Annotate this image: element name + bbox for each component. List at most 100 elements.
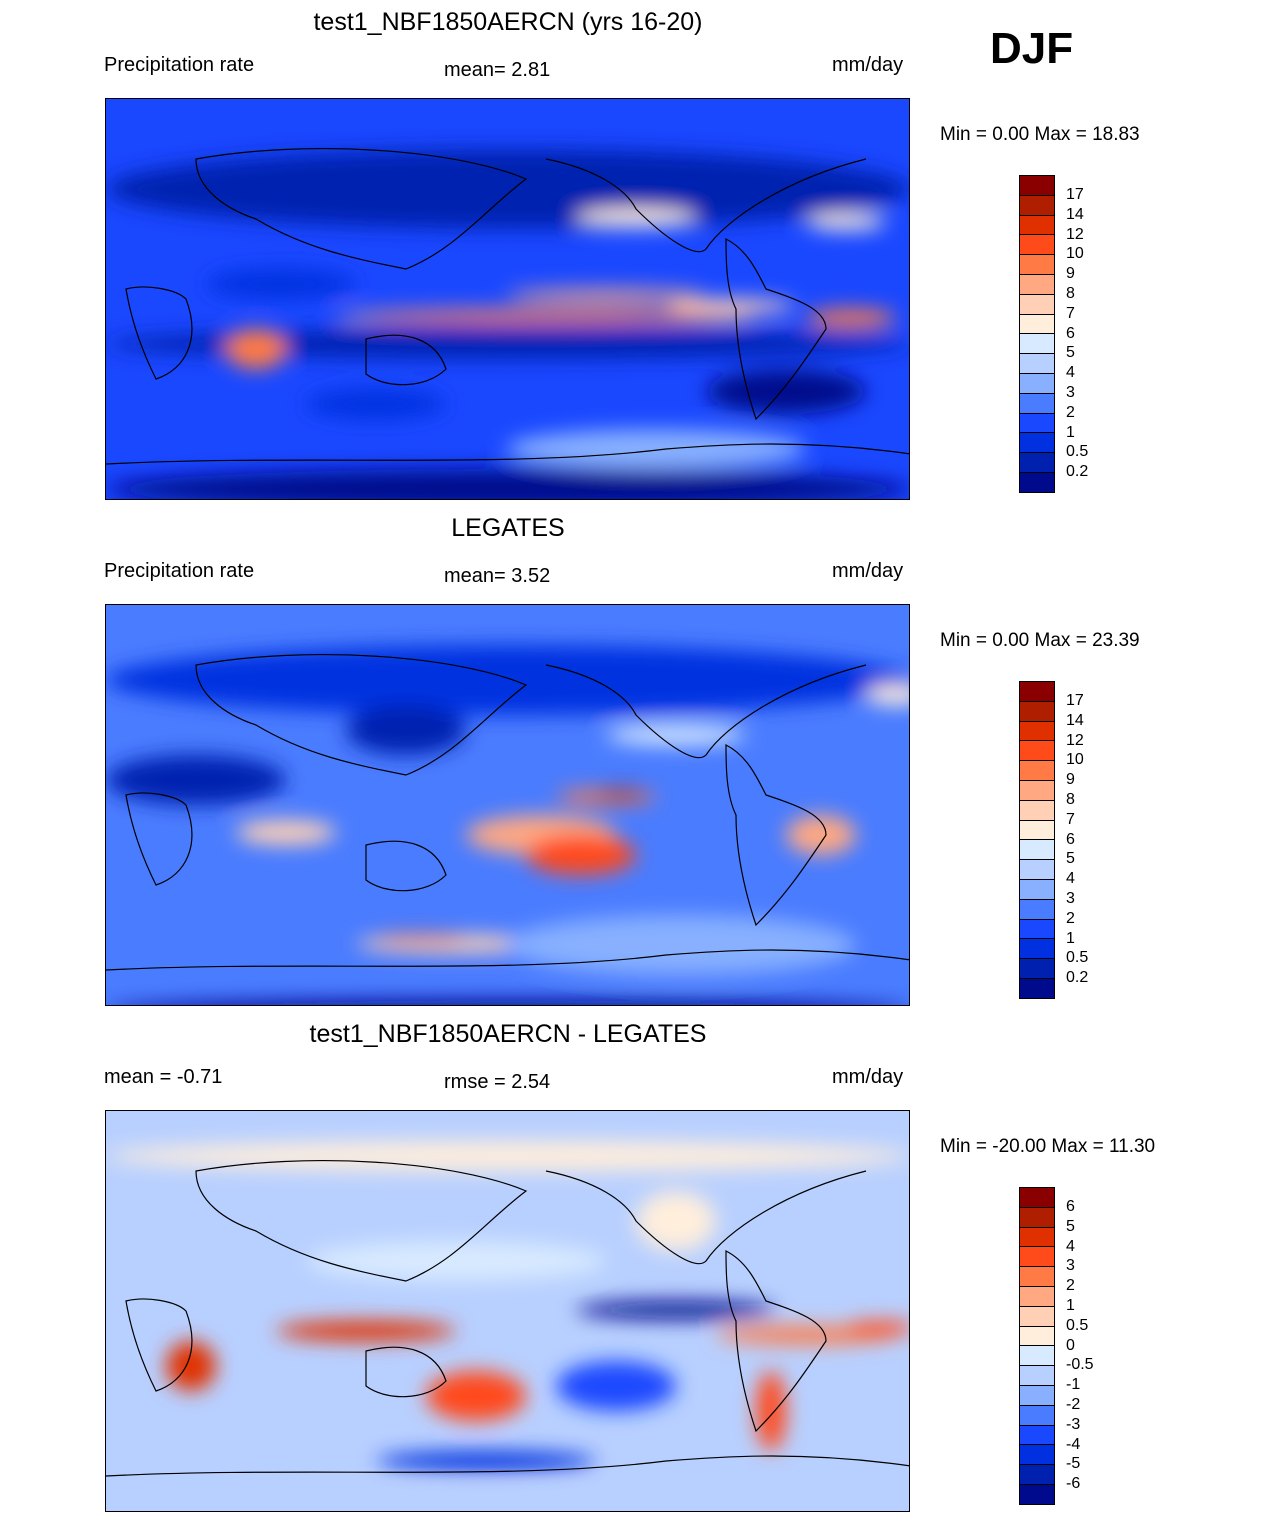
contour-region (106, 149, 909, 229)
colorbar-tick-label: 3 (1066, 889, 1075, 907)
colorbar (1019, 1187, 1055, 1505)
colorbar-tick-label: 1 (1066, 929, 1075, 947)
contour-region (606, 725, 746, 745)
contour-region (636, 1191, 716, 1251)
contour-region (576, 1301, 776, 1319)
colorbar-swatch (1020, 195, 1054, 216)
colorbar-tick-label: 3 (1066, 383, 1075, 401)
panel-center-label: rmse = 2.54 (444, 1071, 551, 1093)
colorbar-tick-label: -0.5 (1066, 1356, 1094, 1374)
colorbar-swatch (1020, 373, 1054, 394)
contour-region (206, 269, 356, 299)
colorbar-tick-label: 17 (1066, 186, 1084, 203)
colorbar-tick-label: 17 (1066, 692, 1084, 709)
colorbar-swatch (1020, 800, 1054, 821)
panel-center-label: mean= 2.81 (444, 59, 551, 81)
colorbar-tick-label: 7 (1066, 304, 1075, 322)
contour-region (786, 815, 856, 855)
colorbar-swatch (1020, 780, 1054, 801)
colorbar-tick-label: 8 (1066, 284, 1075, 302)
colorbar-tick-label: 5 (1066, 344, 1075, 362)
colorbar-tick-label: 7 (1066, 810, 1075, 828)
precip-map-diff (105, 1110, 910, 1512)
colorbar-swatch (1020, 314, 1054, 335)
colorbar-swatch (1020, 840, 1054, 861)
colorbar-swatch (1020, 978, 1054, 998)
colorbar-tick-label: 10 (1066, 245, 1084, 263)
colorbar-swatch (1020, 1405, 1054, 1426)
colorbar-tick-label: -5 (1066, 1455, 1081, 1473)
colorbar-tick-label: 0.5 (1066, 1316, 1089, 1334)
contour-region (160, 1000, 857, 1005)
colorbar-tick-label: 14 (1066, 711, 1084, 729)
colorbar-tick-label: 3 (1066, 1257, 1075, 1275)
colorbar-tick-label: 12 (1066, 731, 1084, 749)
contour-region (806, 309, 896, 327)
colorbar-tick-label: 0.5 (1066, 443, 1089, 461)
colorbar-swatch (1020, 1484, 1054, 1504)
colorbar-tick-label: 9 (1066, 265, 1075, 283)
panel-left-label: Precipitation rate (104, 560, 255, 582)
colorbar-swatch (1020, 1326, 1054, 1347)
colorbar-swatch (1020, 413, 1054, 434)
contour-region (106, 1491, 909, 1511)
colorbar-tick-label: -2 (1066, 1395, 1081, 1413)
colorbar-swatch (1020, 959, 1054, 979)
colorbar-swatch (1020, 215, 1054, 236)
panel-units: mm/day (832, 54, 904, 76)
colorbar-swatch (1020, 1366, 1054, 1386)
season-label: DJF (990, 24, 1074, 73)
min-max-label: Min = 0.00 Max = 18.83 (940, 124, 1140, 145)
contour-region (426, 1371, 526, 1421)
colorbar-swatch (1020, 820, 1054, 841)
colorbar (1019, 175, 1055, 493)
panel-title: LEGATES (451, 514, 565, 542)
colorbar-tick-label: 6 (1066, 324, 1075, 342)
colorbar-swatch (1020, 879, 1054, 900)
colorbar-tick-label: 4 (1066, 870, 1075, 888)
colorbar-swatch (1020, 472, 1054, 492)
colorbar-tick-label: 2 (1066, 403, 1075, 421)
colorbar-swatch (1020, 1425, 1054, 1446)
colorbar-tick-label: 2 (1066, 909, 1075, 927)
colorbar-swatch (1020, 1346, 1054, 1367)
colorbar-tick-label: 5 (1066, 850, 1075, 868)
contour-region (276, 1321, 456, 1341)
colorbar-swatch (1020, 235, 1054, 256)
colorbar-swatch (1020, 919, 1054, 940)
colorbar-tick-label: 4 (1066, 364, 1075, 382)
colorbar-swatch (1020, 682, 1054, 702)
contour-region (226, 329, 286, 369)
colorbar-tick-label: -6 (1066, 1475, 1081, 1493)
colorbar-swatch (1020, 701, 1054, 722)
colorbar-tick-label: 6 (1066, 1198, 1075, 1215)
contour-region (106, 755, 286, 805)
colorbar (1019, 681, 1055, 999)
colorbar-labels: 17 14 12 10 9 8 7 6 5 4 3 2 1 0.5 0.2 (1066, 691, 1088, 988)
colorbar-swatch (1020, 1207, 1054, 1228)
contour-region (306, 389, 446, 419)
contour-region (166, 1341, 216, 1391)
colorbar-swatch (1020, 176, 1054, 196)
colorbar-tick-label: 9 (1066, 771, 1075, 789)
contour-region (596, 790, 646, 798)
colorbar-swatch (1020, 274, 1054, 295)
panel-left-label: Precipitation rate (104, 54, 255, 76)
panel-units: mm/day (832, 1066, 904, 1088)
panel-center-label: mean= 3.52 (444, 565, 551, 587)
coastlines (106, 1160, 909, 1477)
colorbar-swatch (1020, 761, 1054, 781)
contour-region (106, 1141, 909, 1171)
colorbar-swatch (1020, 860, 1054, 880)
contour-region (346, 705, 466, 755)
colorbar-tick-label: 2 (1066, 1277, 1075, 1295)
colorbar-tick-label: 10 (1066, 751, 1084, 769)
colorbar-tick-label: 1 (1066, 1296, 1075, 1314)
colorbar-swatch (1020, 1227, 1054, 1248)
colorbar-tick-label: -3 (1066, 1415, 1081, 1433)
contour-region (806, 214, 886, 230)
panel-title: test1_NBF1850AERCN (yrs 16-20) (313, 8, 703, 36)
contour-region (756, 1371, 786, 1451)
contour-region (306, 1241, 606, 1281)
colorbar-swatch (1020, 1465, 1054, 1485)
